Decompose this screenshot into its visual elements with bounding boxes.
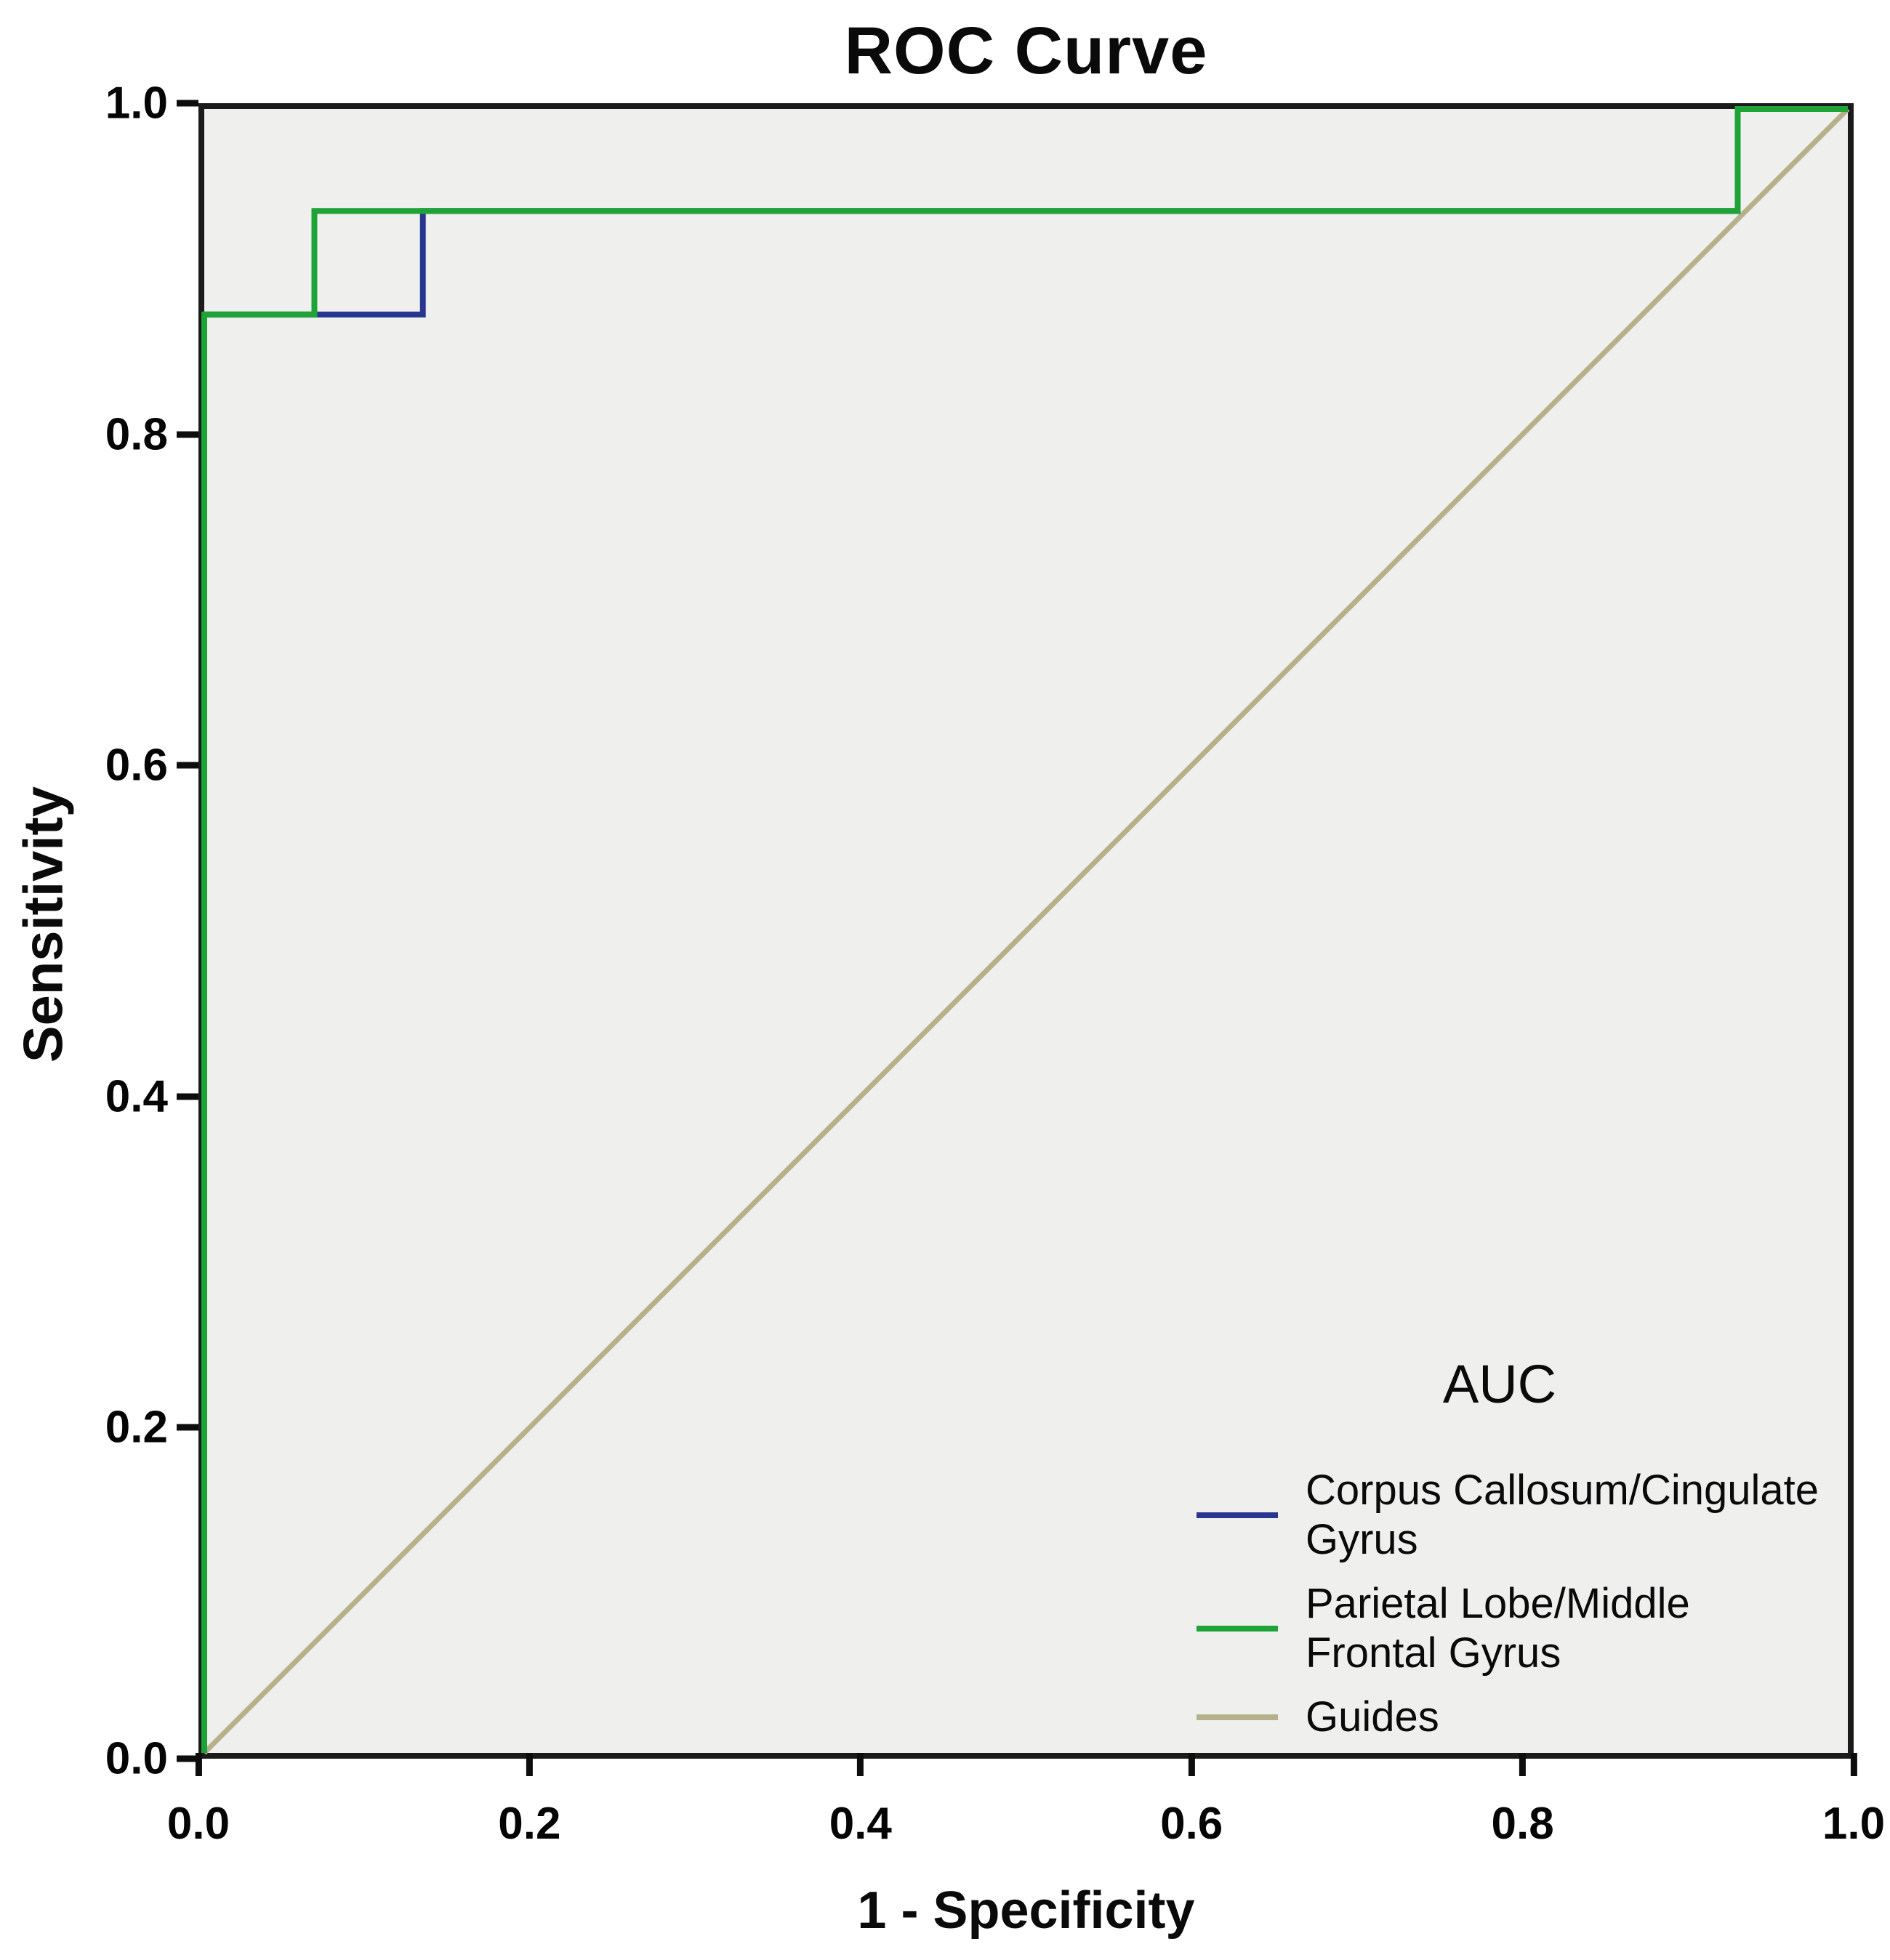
y-tick-label: 0.8 — [105, 409, 168, 460]
y-tick-label: 0.2 — [105, 1402, 168, 1453]
legend-label-line: Guides — [1306, 1693, 1439, 1741]
x-tick-0.0: 0.0 — [167, 1753, 230, 1850]
legend-swatch-parietal-lobe-line — [1197, 1626, 1278, 1632]
x-tick-label: 0.6 — [1160, 1799, 1223, 1849]
x-tick-1.0: 1.0 — [1822, 1753, 1885, 1850]
x-tick-mark — [526, 1753, 533, 1776]
y-axis-label: Sensitivity — [12, 786, 75, 1063]
x-tick-0.2: 0.2 — [498, 1753, 560, 1850]
y-tick-label: 1.0 — [105, 78, 168, 129]
y-tick-0.4: 0.4 — [105, 1070, 198, 1122]
legend-entry-guides: Guides — [1176, 1693, 1823, 1742]
y-tick-mark — [177, 1093, 198, 1100]
legend-label-line: Gyrus — [1306, 1516, 1418, 1563]
legend-swatch-corpus-callosum-line — [1197, 1512, 1278, 1518]
y-tick-0.6: 0.6 — [105, 740, 198, 791]
y-tick-mark — [177, 1424, 198, 1431]
legend-entry-parietal-lobe: Parietal Lobe/Middle Frontal Gyrus — [1176, 1579, 1823, 1678]
x-tick-label: 1.0 — [1822, 1799, 1886, 1849]
parietal-lobe-middle-frontal-gyrus-line — [204, 109, 1848, 1753]
x-tick-mark — [195, 1753, 202, 1776]
legend-label-line: Frontal Gyrus — [1306, 1629, 1561, 1677]
guides-line — [204, 109, 1848, 1753]
roc-curves-svg — [204, 109, 1848, 1753]
legend-swatch-guides-line — [1197, 1714, 1278, 1720]
x-tick-0.6: 0.6 — [1160, 1753, 1223, 1850]
y-tick-mark — [177, 431, 198, 438]
y-tick-1.0: 1.0 — [105, 78, 198, 129]
x-axis-label: 1 - Specificity — [857, 1882, 1195, 1940]
legend-label-corpus-callosum: Corpus Callosum/Cingulate Gyrus — [1306, 1466, 1819, 1565]
y-tick-label: 0.0 — [105, 1733, 168, 1784]
y-tick-label: 0.4 — [105, 1071, 168, 1122]
legend-title: AUC — [1442, 1354, 1557, 1414]
legend-label-guides: Guides — [1306, 1693, 1439, 1742]
x-tick-0.4: 0.4 — [829, 1753, 892, 1850]
y-axis-ticks: 0.0 0.2 0.4 0.6 0.8 1.0 — [0, 78, 198, 1784]
plot-area — [198, 103, 1854, 1759]
y-tick-0.0: 0.0 — [105, 1733, 198, 1785]
x-tick-mark — [857, 1753, 864, 1776]
legend-label-parietal-lobe: Parietal Lobe/Middle Frontal Gyrus — [1306, 1579, 1690, 1678]
legend: AUC Corpus Callosum/Cingulate Gyrus Pari… — [1176, 1353, 1823, 1742]
y-tick-0.8: 0.8 — [105, 408, 198, 460]
x-tick-label: 0.0 — [166, 1799, 230, 1849]
y-tick-mark — [177, 762, 198, 769]
x-tick-0.8: 0.8 — [1491, 1753, 1554, 1850]
x-tick-label: 0.4 — [829, 1799, 892, 1849]
y-tick-mark — [177, 1755, 198, 1762]
x-tick-mark — [1519, 1753, 1527, 1776]
x-tick-mark — [1850, 1753, 1857, 1776]
y-tick-mark — [177, 100, 198, 107]
legend-label-line: Corpus Callosum/Cingulate — [1306, 1467, 1819, 1514]
legend-label-line: Parietal Lobe/Middle — [1306, 1580, 1690, 1627]
legend-entries: Corpus Callosum/Cingulate Gyrus Parietal… — [1176, 1466, 1823, 1742]
legend-entry-corpus-callosum: Corpus Callosum/Cingulate Gyrus — [1176, 1466, 1823, 1565]
x-tick-label: 0.2 — [498, 1799, 561, 1849]
x-tick-mark — [1188, 1753, 1195, 1776]
y-tick-label: 0.6 — [105, 740, 168, 791]
x-tick-label: 0.8 — [1491, 1799, 1554, 1849]
chart-title: ROC Curve — [844, 14, 1208, 88]
x-axis-ticks: 0.0 0.2 0.4 0.6 0.8 1.0 — [167, 1753, 1885, 1956]
y-tick-0.2: 0.2 — [105, 1402, 198, 1453]
